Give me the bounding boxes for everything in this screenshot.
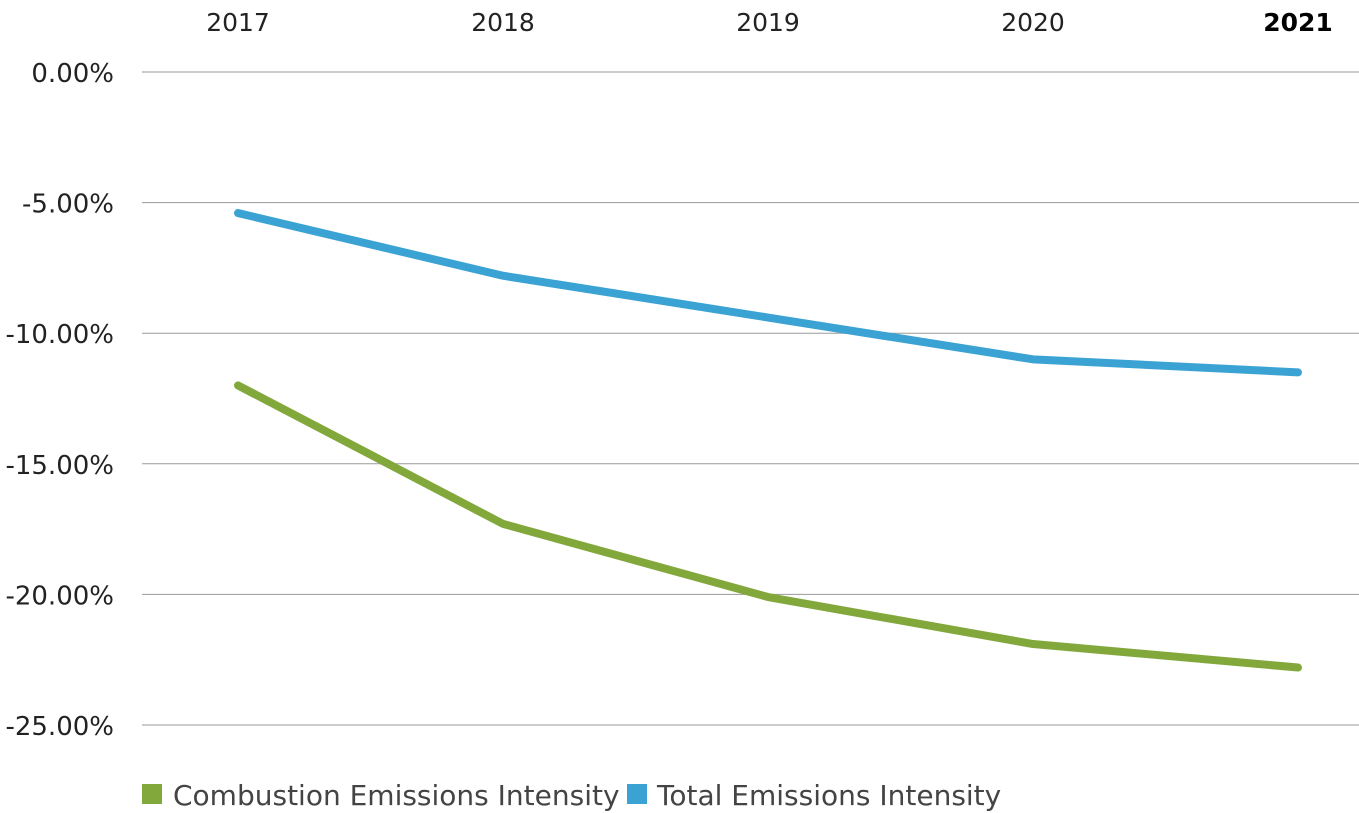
legend-swatch (627, 784, 647, 804)
x-tick-label: 2017 (206, 8, 270, 37)
x-tick-label: 2019 (736, 8, 800, 37)
x-tick-label: 2018 (471, 8, 535, 37)
gridlines (142, 71, 1359, 726)
y-tick-label: -20.00% (5, 581, 114, 611)
y-tick-label: -10.00% (5, 320, 114, 350)
y-tick-label: -15.00% (5, 451, 114, 481)
y-tick-label: -25.00% (5, 712, 114, 742)
y-axis-tick-labels: 0.00% -5.00% -10.00% -15.00% -20.00% -25.00% (5, 59, 114, 742)
x-tick-label: 2020 (1001, 8, 1065, 37)
legend-label: Total Emissions Intensity (656, 779, 1001, 812)
legend-swatch (142, 784, 162, 804)
x-tick-label: 2021 (1263, 8, 1333, 37)
legend: Combustion Emissions Intensity Total Emis… (142, 779, 1001, 812)
y-tick-label: 0.00% (31, 59, 114, 89)
x-axis-tick-labels: 2017 2018 2019 2020 2021 (206, 8, 1333, 37)
series-line-total-emissions-intensity (234, 209, 1302, 377)
legend-label: Combustion Emissions Intensity (173, 779, 620, 812)
series-line-combustion-emissions-intensity (234, 381, 1302, 672)
y-tick-label: -5.00% (22, 190, 114, 220)
series-lines (234, 209, 1302, 672)
